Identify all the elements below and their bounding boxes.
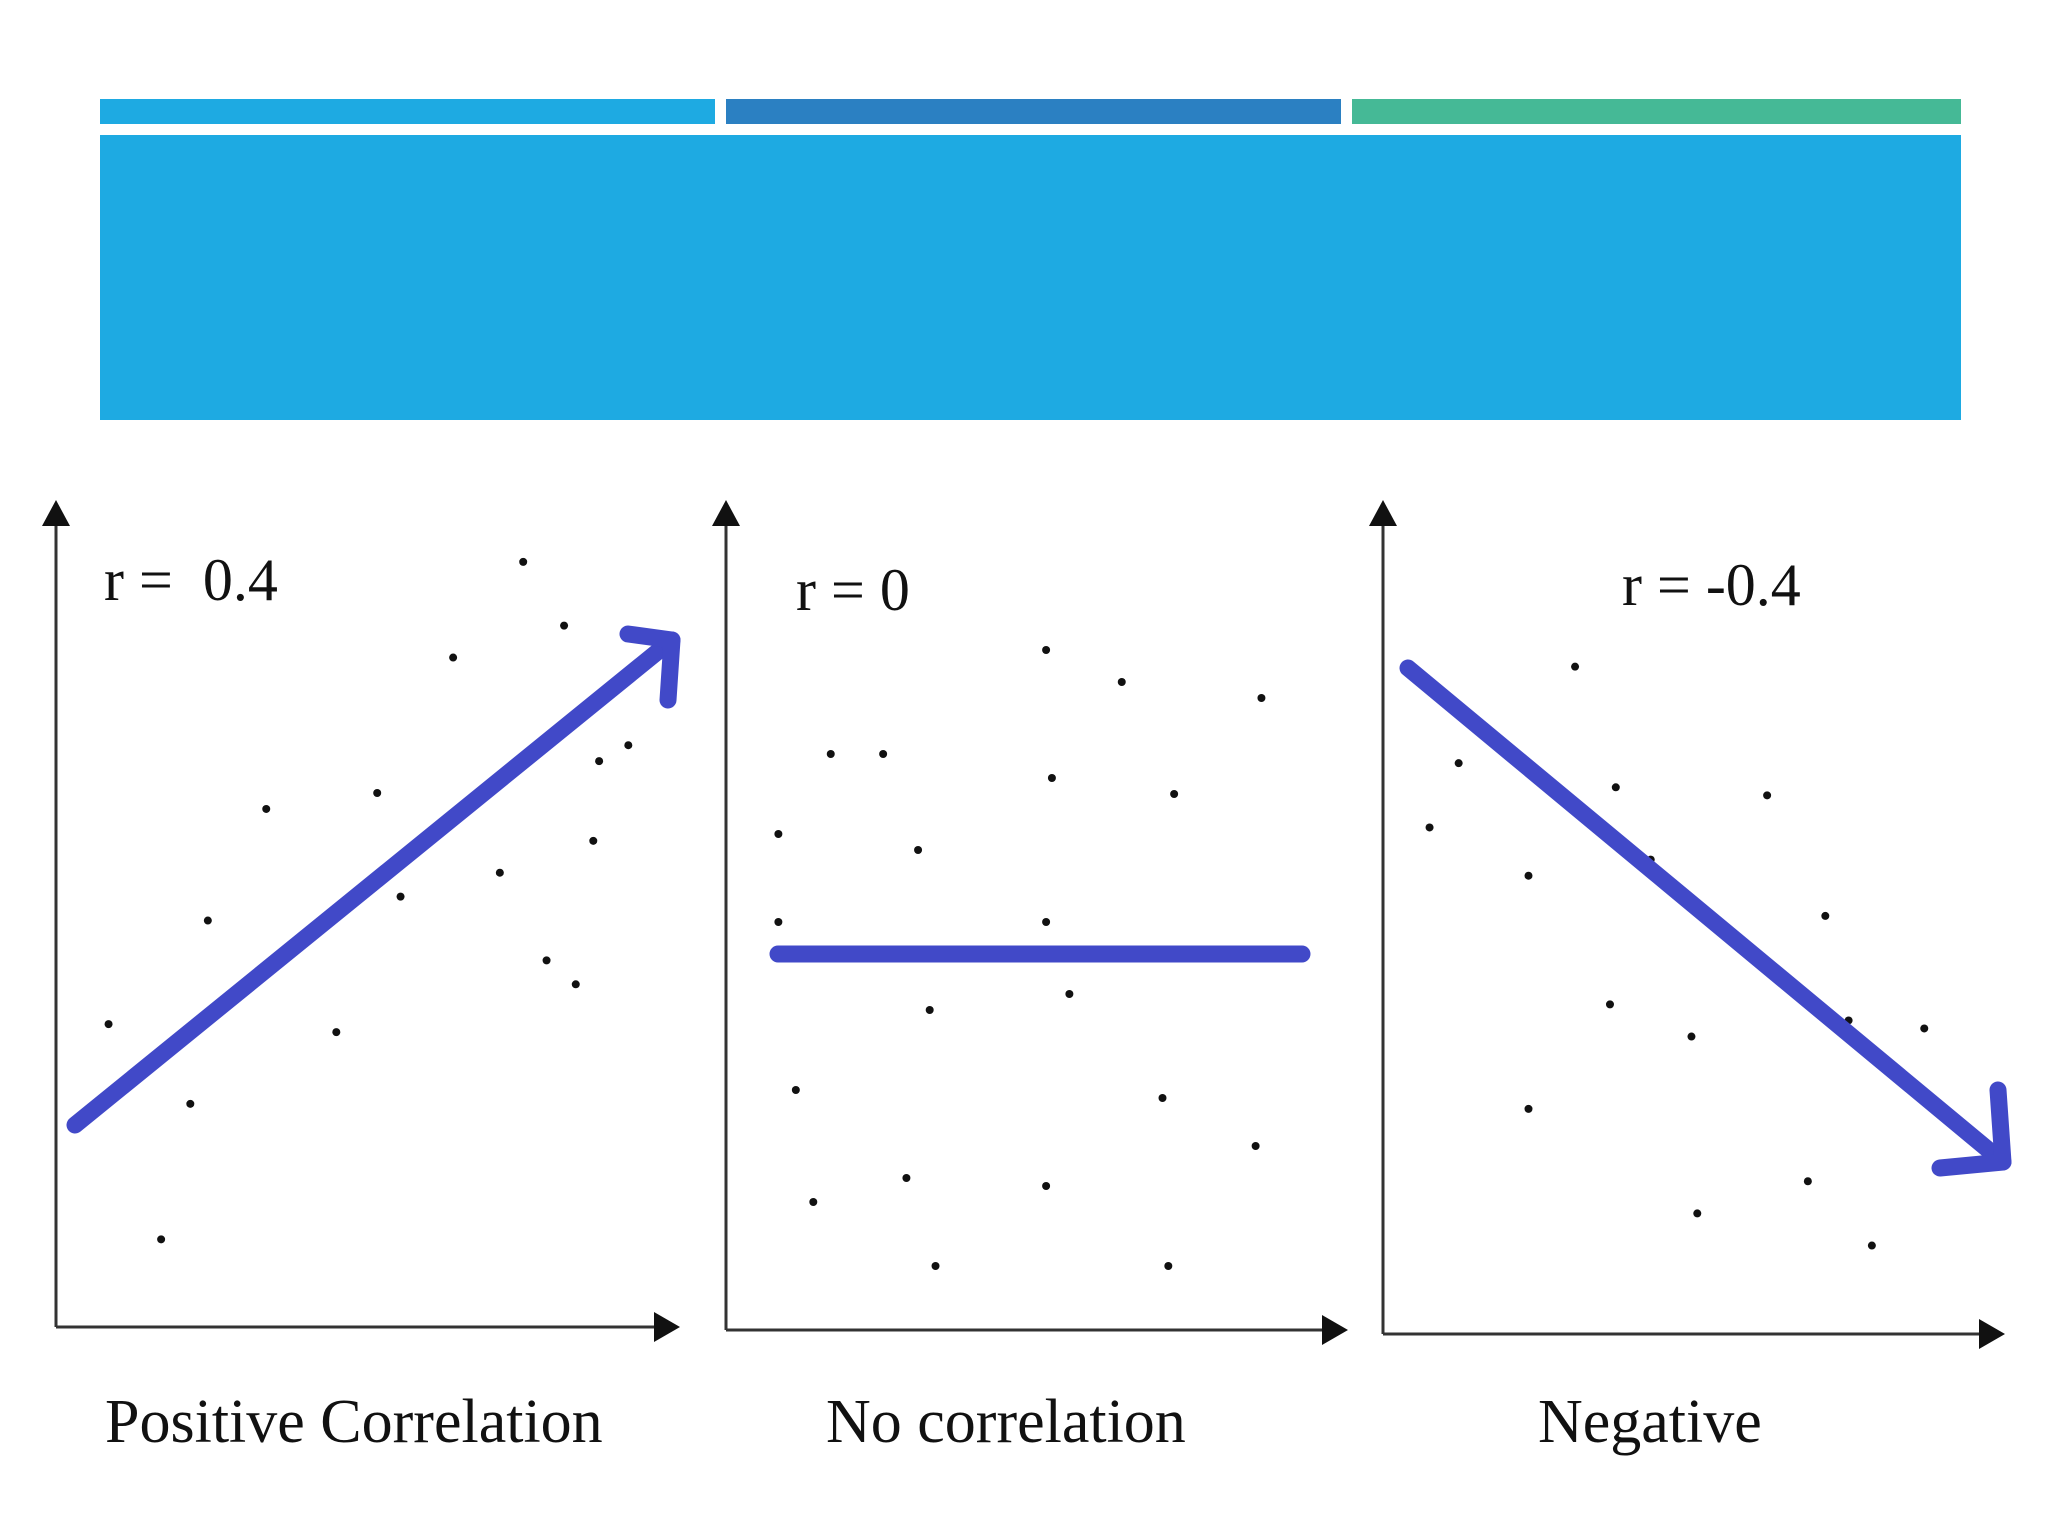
- panel-3-point-16: [1693, 1209, 1702, 1218]
- panel-3-caption: Negative: [1538, 1388, 1762, 1456]
- panel-2-caption: No correlation: [826, 1388, 1186, 1456]
- panel-3-r-label: r = -0.4: [1622, 552, 1801, 618]
- panel-3-point-5: [1763, 791, 1772, 800]
- panel-3-y-axis-arrow: [1369, 500, 1397, 526]
- panel-2-point-20: [931, 1262, 940, 1270]
- panel-1-point-18: [157, 1235, 166, 1244]
- panel-2-point-17: [902, 1174, 911, 1182]
- panel-2-point-8: [774, 830, 783, 838]
- panel-2-r-label: r = 0: [796, 557, 910, 623]
- panel-3-point-9: [1821, 911, 1830, 920]
- panel-1-point-4: [595, 757, 604, 766]
- panel-1-point-8: [589, 836, 598, 845]
- panel-1-point-16: [104, 1020, 113, 1029]
- panel-2-point-13: [925, 1006, 934, 1014]
- panel-1-point-3: [449, 653, 458, 662]
- panel-3-point-1: [1571, 662, 1580, 671]
- panel-2-point-5: [826, 750, 835, 758]
- panel-1-point-17: [186, 1099, 195, 1108]
- panel-2-point-6: [1047, 774, 1056, 782]
- panel-2-point-4: [879, 750, 888, 758]
- panel-1-point-2: [560, 621, 569, 630]
- panel-1-y-axis-arrow: [42, 500, 70, 526]
- panel-1-point-12: [203, 916, 212, 925]
- panel-3-point-15: [1803, 1177, 1812, 1186]
- panel-2-point-3: [1257, 694, 1266, 702]
- panel-2-y-axis-arrow: [712, 500, 740, 526]
- panel-2-point-1: [1042, 646, 1051, 654]
- panel-2-point-21: [1164, 1262, 1173, 1270]
- panel-1-caption: Positive Correlation: [105, 1388, 603, 1456]
- panel-2-point-19: [1042, 1182, 1051, 1190]
- panel-2-point-12: [1065, 990, 1074, 998]
- panel-3-point-10: [1605, 1000, 1614, 1009]
- panel-1-point-1: [519, 557, 528, 566]
- panel-3-point-6: [1425, 823, 1434, 832]
- panel-1-trend-arrowhead: [619, 625, 681, 709]
- panel-2-point-2: [1117, 678, 1126, 686]
- panel-3-trend-line: [1399, 659, 2012, 1171]
- panel-2-x-axis-arrow: [1322, 1315, 1348, 1345]
- panel-3-point-14: [1524, 1104, 1533, 1113]
- panel-3-point-8: [1524, 871, 1533, 880]
- panel-1-r-label: r = 0.4: [104, 547, 278, 613]
- accent-bar-3: [1352, 99, 1961, 124]
- panel-3-x-axis-arrow: [1979, 1319, 2005, 1349]
- panel-3-point-4: [1611, 783, 1620, 792]
- panel-1-point-6: [262, 804, 271, 813]
- panel-1-point-14: [542, 956, 551, 965]
- accent-bar-2: [726, 99, 1341, 124]
- panel-3-point-11: [1687, 1032, 1696, 1041]
- panel-3-trend-arrowhead: [1931, 1081, 2012, 1177]
- panel-1-point-5: [373, 789, 382, 798]
- accent-bar-1: [100, 99, 715, 124]
- panel-1-point-15: [332, 1028, 341, 1037]
- panel-1-point-10: [495, 868, 504, 877]
- title-band: [100, 135, 1961, 420]
- panel-1-x-axis-arrow: [654, 1312, 680, 1342]
- panel-3-point-2: [1454, 759, 1463, 768]
- panel-2-point-15: [1158, 1094, 1167, 1102]
- panel-3-point-13: [1920, 1024, 1929, 1033]
- panel-2-point-14: [791, 1086, 800, 1094]
- panel-2-point-7: [1170, 790, 1179, 798]
- panel-1-point-9: [396, 892, 405, 901]
- panel-1-trend-line: [66, 631, 681, 1134]
- panel-2-point-16: [1251, 1142, 1260, 1150]
- panel-2-point-9: [914, 846, 923, 854]
- panel-2-point-11: [1042, 918, 1051, 926]
- panel-1-point-7: [624, 741, 633, 750]
- panel-3-point-17: [1867, 1241, 1876, 1250]
- panel-2-point-18: [809, 1198, 818, 1206]
- panel-1-point-13: [571, 980, 580, 989]
- panel-2-point-10: [774, 918, 783, 926]
